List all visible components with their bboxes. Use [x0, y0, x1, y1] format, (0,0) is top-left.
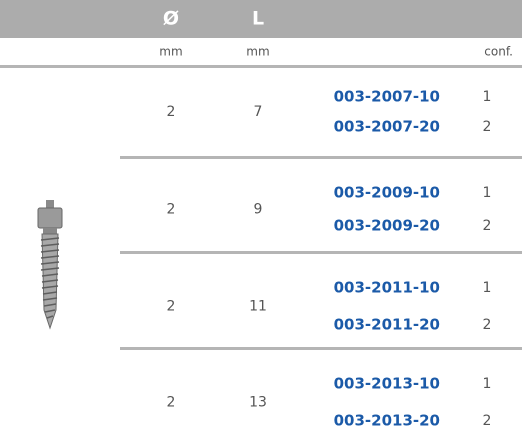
- product-code: 003-2007-10: [334, 88, 440, 106]
- length: 11: [249, 299, 267, 315]
- conf: 1: [483, 89, 492, 105]
- product-code: 003-2009-20: [334, 217, 440, 235]
- conf: 1: [483, 185, 492, 201]
- length: 9: [254, 202, 263, 218]
- unit-label: mm: [246, 45, 269, 59]
- diameter: 2: [167, 299, 176, 315]
- product-code: 003-2013-20: [334, 412, 440, 430]
- column-header: Ø: [163, 8, 179, 30]
- diameter: 2: [167, 395, 176, 411]
- screw-image: [38, 200, 62, 328]
- conf: 1: [483, 280, 492, 296]
- conf: 2: [483, 317, 492, 333]
- group-separator: [120, 251, 522, 254]
- group-separator: [120, 156, 522, 159]
- conf: 2: [483, 413, 492, 429]
- unit-label: mm: [159, 45, 182, 59]
- group-separator: [120, 347, 522, 350]
- diameter: 2: [167, 104, 176, 120]
- product-code: 003-2013-10: [334, 375, 440, 393]
- diameter: 2: [167, 202, 176, 218]
- conf: 2: [483, 218, 492, 234]
- product-table: Ø Lmm mm conf. 2 7 003-2007-10 1 003-2007-20 2 2 9 0…: [0, 0, 522, 447]
- product-code: 003-2009-10: [334, 184, 440, 202]
- header-rule: [0, 65, 522, 68]
- unit-label: conf.: [484, 45, 513, 59]
- length: 13: [249, 395, 267, 411]
- conf: 2: [483, 119, 492, 135]
- product-code: 003-2011-20: [334, 316, 440, 334]
- product-code: 003-2011-10: [334, 279, 440, 297]
- column-header: L: [252, 8, 264, 30]
- conf: 1: [483, 376, 492, 392]
- length: 7: [254, 104, 263, 120]
- product-code: 003-2007-20: [334, 118, 440, 136]
